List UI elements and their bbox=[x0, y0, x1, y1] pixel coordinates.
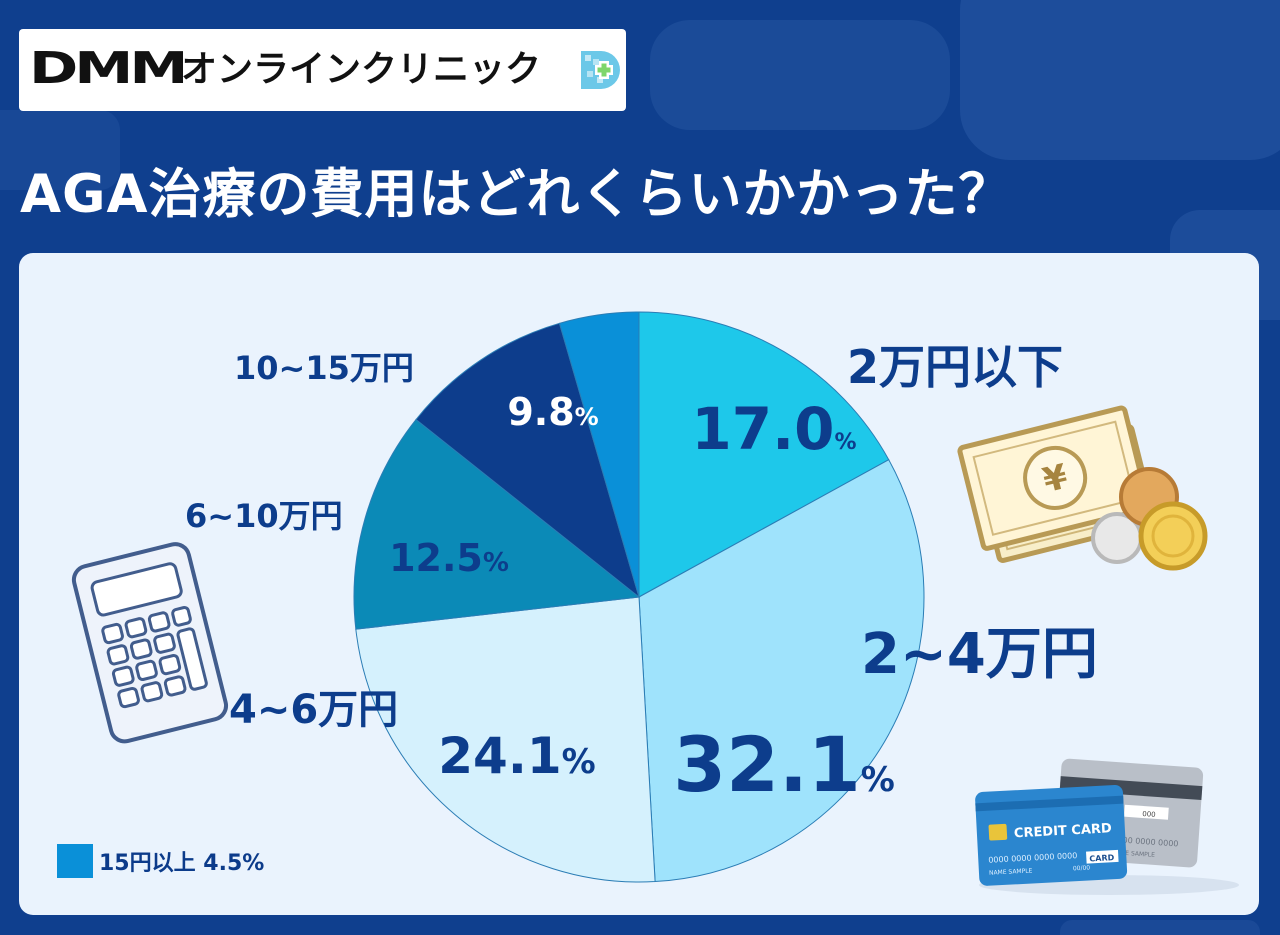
pie-slice-4 bbox=[353, 418, 641, 630]
pie-slice-6 bbox=[558, 311, 640, 598]
pie-slice-1 bbox=[638, 311, 890, 598]
logo-box: DMM オンラインクリニック bbox=[19, 29, 626, 111]
category-label-1: 2万円以下 bbox=[847, 340, 1063, 394]
clinic-logo-icon bbox=[581, 51, 620, 89]
pie-slice-2 bbox=[638, 459, 925, 883]
pie-labels: 17.0%2万円以下 32.1% 2~4万円 24.1% 4~6万円 12.5% 6~10万… bbox=[185, 340, 1098, 809]
svg-text:00/00: 00/00 bbox=[1073, 864, 1091, 872]
svg-text:000: 000 bbox=[1142, 810, 1156, 819]
value-label-1: 17.0% bbox=[691, 395, 856, 463]
value-label-5: 9.8% bbox=[507, 390, 598, 434]
pie-slice-5 bbox=[415, 322, 640, 599]
chart-panel: 17.0% 2万円以下 32.1% 2~4万円 24.1% 4~6万円 12.5% 6~10万… bbox=[19, 253, 1259, 915]
svg-text:CREDIT CARD: CREDIT CARD bbox=[1014, 821, 1113, 841]
svg-text:NAME SAMPLE: NAME SAMPLE bbox=[1111, 849, 1155, 859]
brand-logo: DMM bbox=[29, 43, 188, 94]
legend-swatch bbox=[57, 844, 93, 878]
value-label-4: 12.5% bbox=[389, 536, 509, 580]
category-label-4: 6~10万円 bbox=[185, 497, 343, 535]
category-label-3: 4~6万円 bbox=[229, 687, 398, 733]
pie-slices bbox=[353, 311, 925, 883]
pie-chart: 17.0%2万円以下 32.1% 2~4万円 24.1% 4~6万円 12.5% 6~10万… bbox=[71, 311, 1239, 895]
chart-legend: 15円以上 4.5% bbox=[57, 844, 264, 878]
pie-slice-3 bbox=[355, 596, 656, 883]
category-label-2: 2~4万円 bbox=[861, 622, 1098, 687]
calculator-icon bbox=[71, 542, 229, 744]
credit-card-icon: 000 0000 0000 0000 NAME SAMPLE CREDIT CA… bbox=[975, 758, 1239, 895]
coins-icon bbox=[1091, 467, 1208, 571]
svg-text:NAME SAMPLE: NAME SAMPLE bbox=[989, 867, 1033, 876]
legend-label: 15円以上 4.5% bbox=[99, 851, 265, 876]
value-label-2: 32.1% bbox=[673, 720, 895, 809]
service-name: オンラインクリニック bbox=[181, 49, 542, 90]
page-title: AGA治療の費用はどれくらいかかった？ bbox=[20, 164, 1013, 225]
svg-text:CARD: CARD bbox=[1089, 853, 1115, 863]
category-label-5: 10~15万円 bbox=[234, 349, 414, 387]
value-label-3: 24.1% bbox=[438, 727, 595, 785]
